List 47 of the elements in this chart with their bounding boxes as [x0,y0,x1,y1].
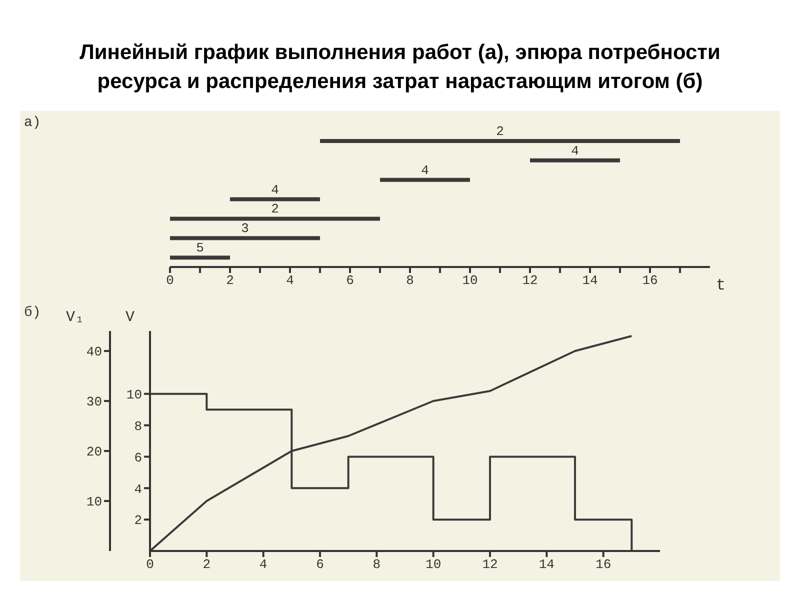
bar [170,216,380,220]
y-tick-label: 4 [134,482,142,497]
y2-tick-label: 20 [86,444,102,460]
x-tick-label: 14 [582,273,598,288]
bar [380,178,470,182]
y-tick-label: 2 [134,512,142,528]
y2-tick-label: 40 [86,344,102,360]
bar [170,255,230,260]
annotation: 4 [571,143,580,158]
x-tick-label: 2 [202,557,211,572]
bar [320,138,680,143]
annotation: 5 [196,240,204,256]
x-tick-label: 2 [226,273,234,288]
y2-axis-title: V₁ [66,308,84,326]
annotation: 2 [271,201,279,216]
x-tick-label: 10 [426,557,442,572]
x-tick-label: 12 [482,557,498,572]
annotation: 2 [496,124,504,139]
x-tick-label: 4 [286,273,294,288]
x-tick-label: 0 [166,273,174,288]
y2-tick-label: 30 [86,394,102,410]
bar [530,158,620,162]
x-tick-label: 8 [372,557,381,572]
y-tick-label: 8 [134,418,142,434]
annotation: 4 [421,162,430,178]
y-tick-label: 6 [134,450,142,466]
x-tick-label: 6 [316,557,324,572]
x-tick-label: 12 [522,273,538,288]
y2-tick-label: 10 [86,494,102,510]
chart-title: Линейный график выполнения работ (а), эпюра потребности ресурса и распределения затрат нарастающим итогом (б) [78,40,722,96]
bar [170,236,320,240]
annotation: 3 [241,220,249,236]
x-axis-title: t [716,276,726,294]
x-tick-label: 10 [462,273,478,288]
x-tick-label: 14 [538,557,555,572]
y-tick-label: 10 [126,387,142,402]
text: б) [24,304,41,321]
y-axis-title: V [125,308,135,326]
x-tick-label: 0 [146,557,154,572]
x-tick-label: 16 [596,557,612,572]
x-tick-label: 6 [346,273,354,288]
x-tick-label: 4 [259,557,268,572]
x-tick-label: 16 [642,273,658,288]
annotation: 4 [271,182,280,198]
text: а) [24,114,41,131]
bar [230,197,320,202]
x-tick-label: 8 [406,273,414,288]
